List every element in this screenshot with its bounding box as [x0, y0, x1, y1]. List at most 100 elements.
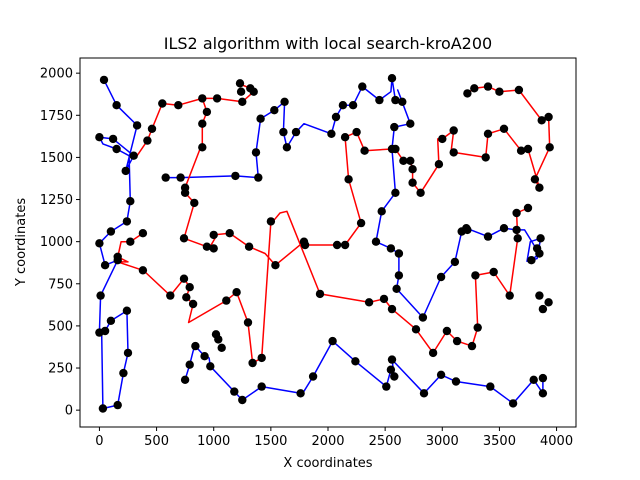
city-point	[530, 175, 540, 184]
city-point	[442, 326, 452, 336]
tour-segment-6	[116, 207, 529, 364]
x-tick-label: 2000	[311, 434, 344, 449]
city-point	[538, 373, 548, 383]
tour-segment-1	[98, 79, 138, 410]
city-point	[471, 271, 480, 280]
city-point	[386, 244, 396, 253]
city-point	[161, 173, 170, 182]
city-point	[225, 229, 234, 238]
city-point	[416, 188, 425, 197]
city-point	[379, 294, 389, 304]
x-tick-label: 4000	[540, 434, 573, 449]
city-point	[394, 249, 404, 258]
city-point	[391, 95, 400, 105]
city-point	[266, 217, 276, 226]
city-point	[481, 153, 490, 162]
x-tick-label: 3500	[483, 434, 516, 449]
city-point	[270, 106, 279, 115]
city-point	[348, 101, 358, 110]
y-tick-label: 2000	[40, 67, 73, 82]
city-point	[473, 323, 482, 332]
city-point	[147, 124, 157, 133]
city-point	[398, 97, 407, 107]
city-point	[113, 400, 122, 410]
city-point	[158, 99, 167, 108]
city-point	[174, 101, 183, 110]
city-point	[106, 316, 116, 325]
city-point	[508, 399, 518, 408]
city-point	[106, 227, 116, 236]
city-point	[463, 89, 472, 98]
city-point	[338, 101, 348, 110]
city-point	[512, 208, 521, 218]
city-point	[129, 151, 138, 160]
city-point	[356, 218, 366, 228]
city-point	[451, 377, 461, 386]
city-point	[212, 94, 222, 103]
city-point	[467, 341, 477, 351]
city-point	[122, 306, 132, 315]
city-point	[95, 133, 104, 142]
city-point	[463, 225, 472, 235]
city-point	[538, 389, 548, 398]
city-point	[296, 389, 305, 398]
city-point	[209, 244, 218, 253]
city-point	[537, 116, 546, 125]
city-point	[180, 375, 190, 384]
city-point	[248, 358, 257, 368]
city-point	[243, 318, 253, 327]
x-tick-label: 1000	[197, 434, 230, 449]
y-tick-label: 1250	[40, 193, 73, 208]
city-point	[505, 291, 514, 300]
city-point	[523, 144, 533, 154]
city-point	[495, 87, 504, 96]
x-axis-ticks: 0 500 1000 1500 2000 2500 3000 3500 4000	[95, 427, 573, 449]
city-point	[340, 133, 350, 142]
city-point	[282, 143, 292, 152]
y-tick-label: 0	[65, 404, 73, 419]
city-point	[119, 368, 128, 378]
city-point	[238, 97, 247, 107]
city-point	[217, 343, 226, 352]
city-point	[529, 375, 538, 384]
city-point	[138, 266, 148, 275]
city-point	[202, 242, 212, 251]
city-point	[344, 175, 353, 184]
city-point	[176, 173, 185, 182]
city-point	[206, 362, 215, 371]
city-point	[315, 289, 325, 299]
x-tick-label: 3000	[426, 434, 459, 449]
city-point	[411, 325, 421, 334]
city-point	[122, 217, 132, 226]
city-point	[352, 127, 361, 137]
x-tick-label: 0	[95, 434, 103, 449]
city-point	[489, 267, 498, 277]
city-point	[535, 249, 544, 258]
city-point	[179, 234, 189, 243]
city-point	[436, 272, 446, 282]
city-point	[535, 291, 544, 300]
city-point	[291, 127, 301, 137]
y-axis-label: Y coordinates	[14, 198, 29, 287]
city-point	[391, 188, 400, 197]
city-point	[112, 101, 121, 110]
city-point	[419, 389, 429, 398]
city-point	[190, 198, 199, 208]
y-tick-label: 750	[48, 277, 73, 292]
city-point	[182, 293, 191, 302]
city-point	[449, 126, 458, 135]
city-point	[235, 79, 245, 88]
city-point	[230, 387, 239, 396]
x-tick-label: 500	[144, 434, 169, 449]
city-point	[99, 75, 109, 85]
chart-title: ILS2 algorithm with local search-kroA200	[164, 34, 492, 53]
city-point	[238, 395, 247, 405]
city-point	[251, 148, 261, 157]
city-point	[200, 352, 209, 361]
city-point	[544, 298, 553, 307]
city-point	[143, 136, 152, 145]
city-point	[209, 230, 218, 240]
city-point	[486, 382, 495, 391]
city-point	[514, 85, 524, 95]
city-point	[280, 97, 289, 107]
